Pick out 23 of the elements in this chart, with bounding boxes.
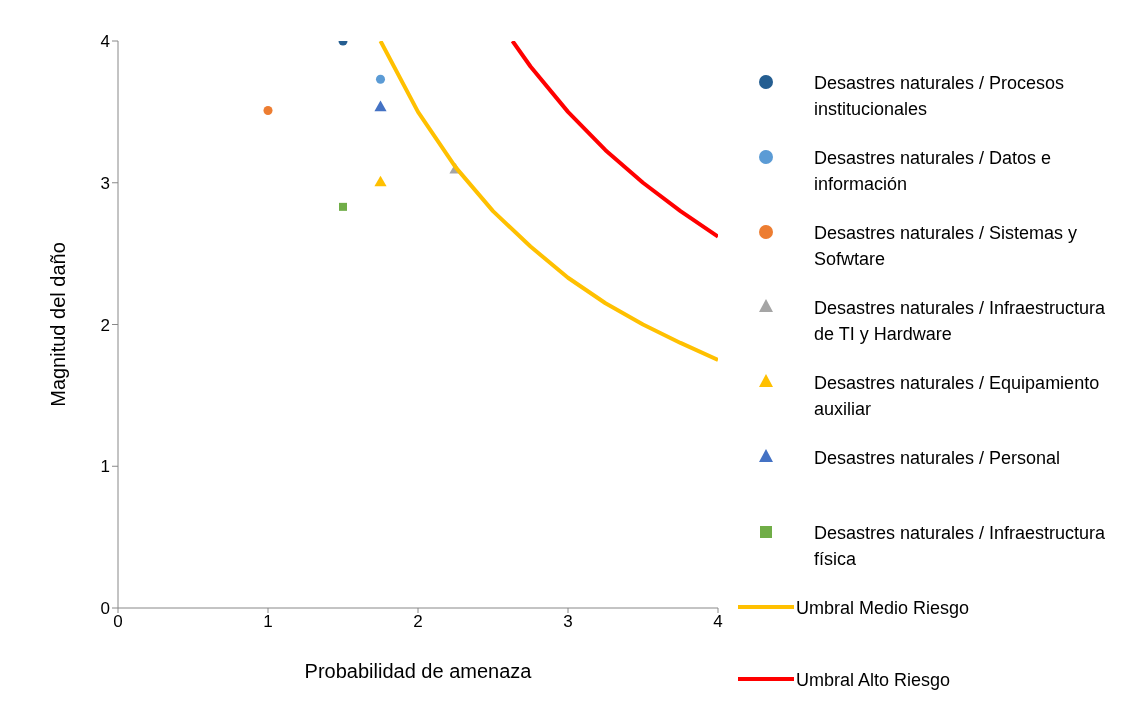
legend-label: Umbral Medio Riesgo	[796, 597, 971, 620]
line-series	[378, 41, 718, 362]
legend-label: Desastres naturales / Infraestructura de TI y Hardware	[814, 297, 1107, 346]
y-tick-label: 2	[100, 315, 110, 335]
line-series	[510, 41, 718, 239]
legend-label: Desastres naturales / Sistemas y Sofwtare	[814, 222, 1079, 271]
legend-label: Desastres naturales / Personal	[814, 447, 1062, 470]
x-axis-title: Probabilidad de amenaza	[304, 660, 533, 682]
y-tick-label: 4	[100, 32, 110, 52]
x-tick-label: 4	[713, 612, 723, 632]
legend-label: Umbral Alto Riesgo	[796, 669, 952, 692]
y-axis-title: Magnitud del daño	[47, 242, 70, 407]
y-tick-label: 3	[100, 173, 110, 193]
x-tick-label: 0	[113, 612, 123, 632]
legend-label: Desastres naturales / Infraestructura física	[814, 522, 1107, 571]
x-tick-label: 1	[263, 612, 273, 632]
x-tick-label: 3	[563, 612, 573, 632]
legend-label: Desastres naturales / Procesos institucionales	[814, 72, 1066, 121]
y-tick-label: 0	[100, 599, 110, 619]
y-tick-label: 1	[100, 457, 110, 477]
x-tick-label: 2	[413, 612, 423, 632]
legend-label: Desastres naturales / Datos e información	[814, 147, 1053, 196]
legend-label: Desastres naturales / Equipamiento auxiliar	[814, 372, 1101, 421]
